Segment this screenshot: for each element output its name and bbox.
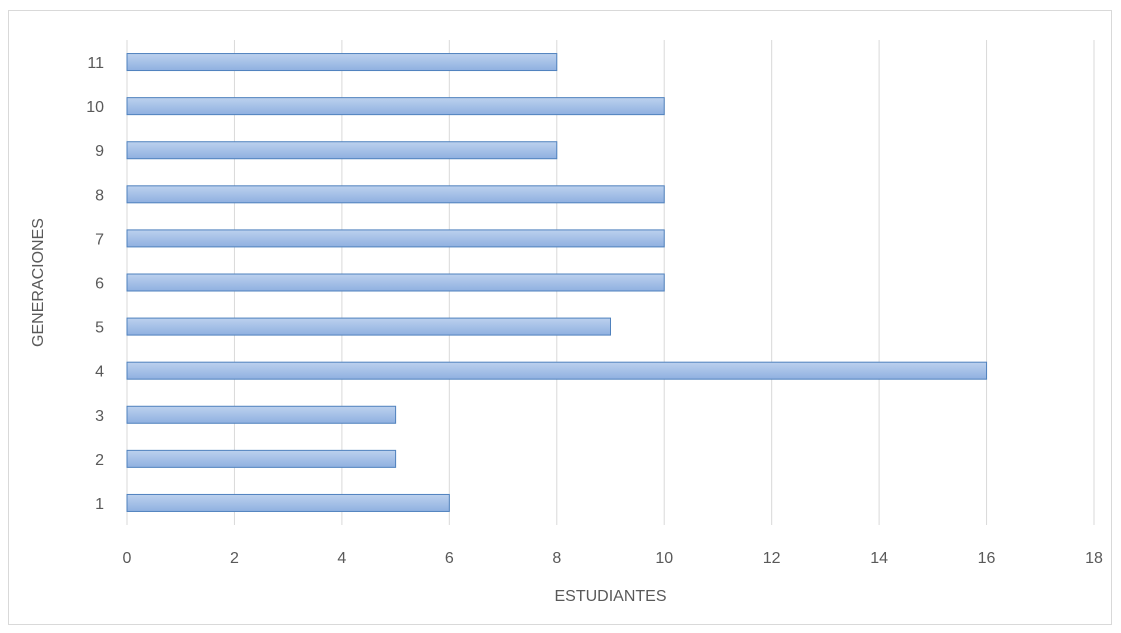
bar-generacion-3 — [126, 405, 397, 424]
y-tick-label: 9 — [95, 143, 104, 160]
bar-generacion-7 — [126, 229, 665, 248]
bar-generacion-10 — [126, 97, 665, 116]
x-tick-label: 18 — [1085, 550, 1103, 567]
y-tick-label: 10 — [86, 99, 104, 116]
x-tick-label: 10 — [655, 550, 673, 567]
y-axis-title: GENERACIONES — [30, 218, 47, 347]
bar-generacion-8 — [126, 185, 665, 204]
bar-generacion-5 — [126, 317, 611, 336]
y-tick-label: 11 — [87, 55, 104, 72]
x-tick-label: 0 — [123, 550, 132, 567]
x-tick-label: 14 — [870, 550, 888, 567]
x-axis-title: ESTUDIANTES — [554, 588, 666, 605]
bar-generacion-9 — [126, 141, 558, 160]
bars — [126, 53, 988, 512]
y-tick-label: 6 — [95, 276, 104, 293]
x-tick-label: 6 — [445, 550, 454, 567]
x-tick-label: 8 — [552, 550, 561, 567]
y-tick-label: 2 — [95, 452, 104, 469]
x-tick-label: 12 — [763, 550, 781, 567]
grid-lines — [126, 40, 1095, 525]
bar-generacion-6 — [126, 273, 665, 292]
y-tick-labels: 1 2 3 4 5 6 7 8 9 10 11 — [86, 55, 104, 513]
y-tick-label: 8 — [95, 187, 104, 204]
y-tick-label: 7 — [95, 231, 104, 248]
bar-generacion-1 — [126, 493, 450, 512]
y-tick-label: 3 — [95, 408, 104, 425]
x-tick-labels: 0 2 4 6 8 10 12 14 16 18 — [123, 550, 1103, 567]
x-tick-label: 2 — [230, 550, 239, 567]
x-tick-label: 16 — [978, 550, 996, 567]
x-tick-label: 4 — [337, 550, 346, 567]
y-tick-label: 1 — [95, 496, 104, 513]
bar-generacion-11 — [126, 53, 558, 72]
bar-generacion-4 — [126, 361, 988, 380]
y-tick-label: 4 — [95, 364, 104, 381]
y-tick-label: 5 — [95, 320, 104, 337]
bar-generacion-2 — [126, 449, 397, 468]
